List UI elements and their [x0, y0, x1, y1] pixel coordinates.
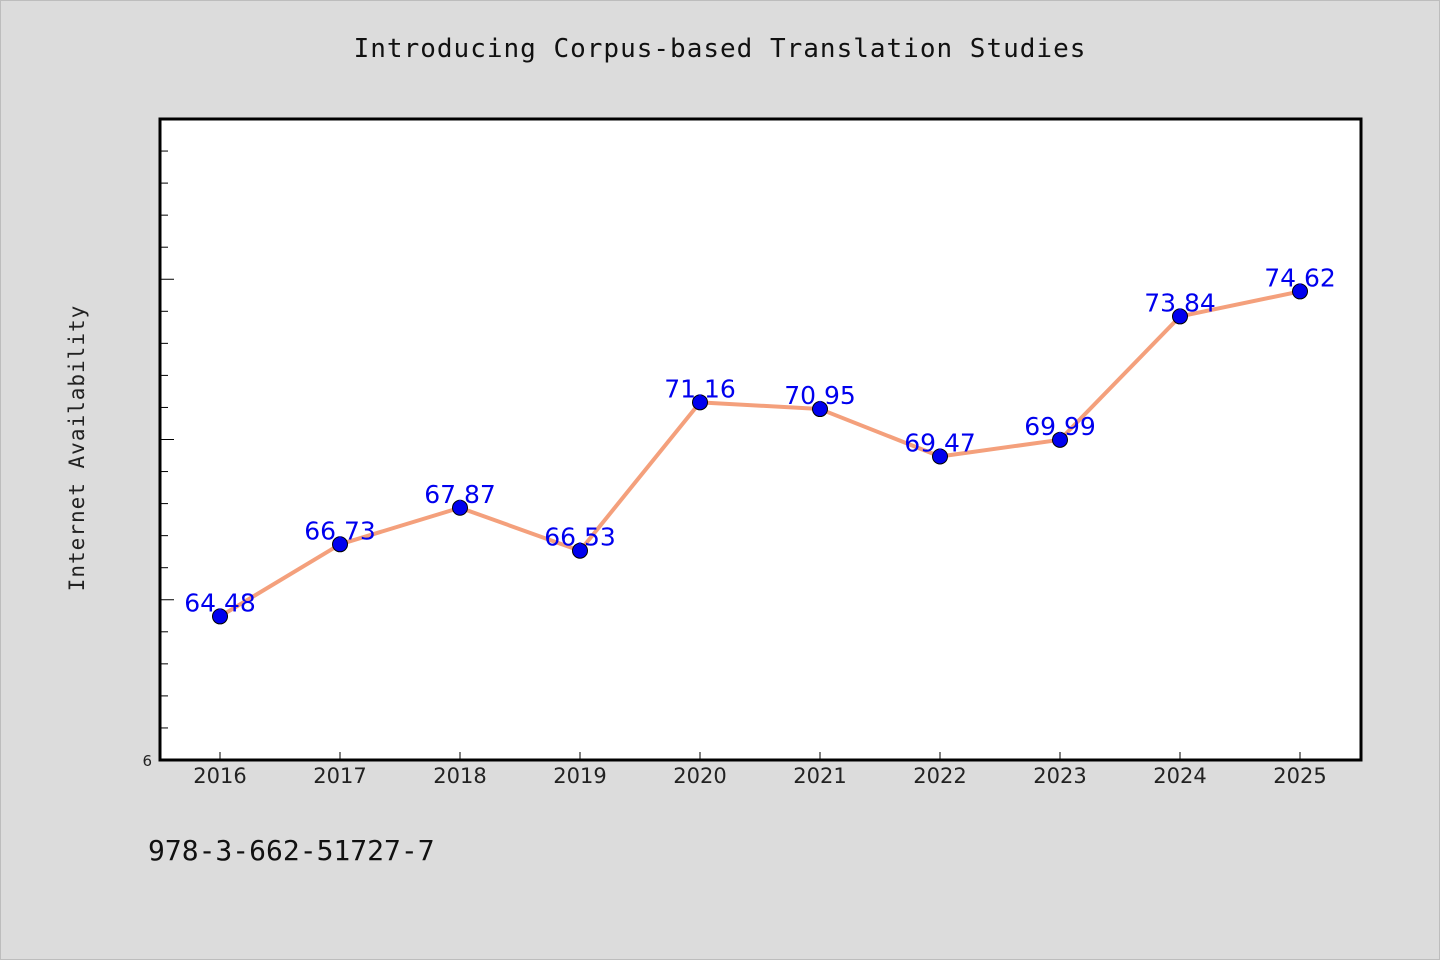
data-point: [572, 542, 588, 559]
data-point: [1292, 283, 1308, 300]
data-point: [1172, 308, 1188, 325]
data-label: 69.47: [904, 428, 976, 457]
x-tick-label: 2024: [1153, 764, 1206, 788]
data-label: 70.95: [784, 381, 856, 410]
y-tick-label: 6: [142, 752, 152, 770]
data-point: [452, 499, 468, 516]
data-label: 74.62: [1264, 263, 1336, 292]
x-tick-label: 2021: [793, 764, 846, 788]
x-tick-label: 2019: [553, 764, 606, 788]
x-tick-label: 2025: [1273, 764, 1326, 788]
plot-area: [158, 117, 1363, 762]
isbn-footer: 978-3-662-51727-7: [148, 834, 435, 867]
chart-title: Introducing Corpus-based Translation Stu…: [353, 34, 1087, 64]
x-tick-label: 2022: [913, 764, 966, 788]
data-label: 67.87: [424, 480, 496, 509]
data-point: [212, 608, 228, 625]
x-axis: 2016 2017 2018 2019 2020 2021 2022 2023 2024 2025: [193, 752, 1327, 788]
y-axis-ticks: 6: [142, 150, 174, 770]
x-tick-label: 2020: [673, 764, 726, 788]
data-point: [932, 448, 948, 465]
data-label: 64.48: [184, 588, 256, 617]
x-tick-label: 2017: [313, 764, 366, 788]
x-tick-label: 2023: [1033, 764, 1086, 788]
data-label: 66.73: [304, 516, 376, 545]
x-tick-label: 2018: [433, 764, 486, 788]
x-tick-label: 2016: [193, 764, 246, 788]
data-point: [1052, 431, 1068, 448]
series-line: [218, 289, 1301, 619]
data-point: [812, 401, 828, 418]
data-point: [692, 394, 708, 411]
series-internet-availability: 64.48 66.73 67.87 66.53 71.16 70.95 69.47 69.99…: [184, 263, 1336, 625]
data-label: 69.99: [1024, 412, 1096, 441]
data-label: 73.84: [1144, 288, 1216, 317]
data-label: 71.16: [664, 374, 736, 403]
data-label: 66.53: [544, 523, 616, 552]
data-point: [332, 536, 348, 553]
